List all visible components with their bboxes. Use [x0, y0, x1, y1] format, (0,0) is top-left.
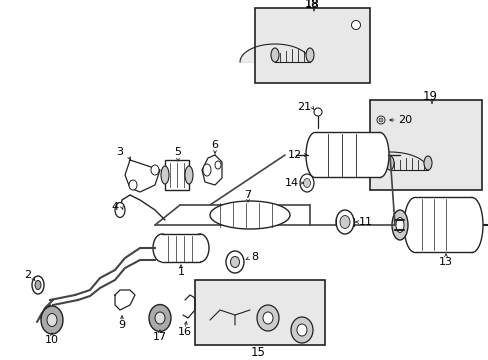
Ellipse shape: [230, 256, 239, 267]
Text: 6: 6: [211, 140, 218, 150]
Ellipse shape: [313, 108, 321, 116]
Bar: [414, 197, 471, 252]
Text: 18: 18: [305, 0, 318, 9]
Ellipse shape: [32, 276, 44, 294]
Text: 13: 13: [438, 257, 452, 267]
Ellipse shape: [155, 312, 164, 324]
Ellipse shape: [395, 217, 403, 233]
Text: 16: 16: [178, 327, 192, 337]
Ellipse shape: [209, 201, 289, 229]
Ellipse shape: [299, 174, 313, 192]
Ellipse shape: [335, 210, 353, 234]
Text: 20: 20: [397, 115, 411, 125]
Ellipse shape: [296, 324, 306, 336]
Text: 12: 12: [287, 150, 302, 160]
Ellipse shape: [47, 314, 57, 327]
Ellipse shape: [376, 116, 384, 124]
Ellipse shape: [351, 21, 360, 30]
Ellipse shape: [263, 312, 272, 324]
Text: 2: 2: [24, 270, 32, 280]
Ellipse shape: [339, 216, 349, 229]
Text: 3: 3: [116, 147, 123, 157]
Ellipse shape: [149, 305, 171, 332]
Text: 14: 14: [285, 178, 299, 188]
Bar: [195, 280, 325, 345]
Ellipse shape: [305, 132, 324, 177]
Ellipse shape: [153, 234, 171, 262]
Ellipse shape: [151, 165, 159, 175]
Ellipse shape: [460, 198, 482, 252]
Ellipse shape: [184, 166, 193, 184]
Ellipse shape: [215, 161, 221, 169]
Text: 11: 11: [358, 217, 372, 227]
Bar: [164, 160, 189, 190]
Text: 15: 15: [250, 346, 265, 359]
Text: 19: 19: [422, 90, 437, 104]
Text: 5: 5: [174, 147, 181, 157]
Ellipse shape: [303, 179, 310, 188]
Ellipse shape: [41, 306, 63, 334]
Text: 17: 17: [153, 332, 167, 342]
Ellipse shape: [191, 234, 208, 262]
Ellipse shape: [115, 202, 125, 217]
Text: 9: 9: [118, 320, 125, 330]
Text: 21: 21: [296, 102, 310, 112]
Ellipse shape: [35, 280, 41, 289]
Text: 7: 7: [244, 190, 251, 200]
Ellipse shape: [391, 210, 407, 240]
Ellipse shape: [370, 132, 388, 177]
Ellipse shape: [270, 48, 279, 62]
Ellipse shape: [257, 305, 279, 331]
Text: 10: 10: [45, 335, 59, 345]
Ellipse shape: [225, 251, 244, 273]
Text: 4: 4: [111, 202, 118, 212]
Ellipse shape: [305, 48, 313, 62]
Text: 18: 18: [304, 0, 319, 12]
Ellipse shape: [423, 156, 431, 170]
Ellipse shape: [161, 166, 169, 184]
Ellipse shape: [378, 118, 382, 122]
Text: 1: 1: [177, 267, 184, 277]
Bar: [162, 234, 200, 262]
Text: 8: 8: [251, 252, 258, 262]
Ellipse shape: [129, 180, 137, 190]
Bar: [254, 8, 369, 83]
Ellipse shape: [385, 156, 393, 170]
Ellipse shape: [290, 317, 312, 343]
Bar: [314, 132, 379, 177]
Ellipse shape: [403, 198, 425, 252]
Ellipse shape: [203, 164, 210, 176]
Bar: [369, 100, 481, 190]
